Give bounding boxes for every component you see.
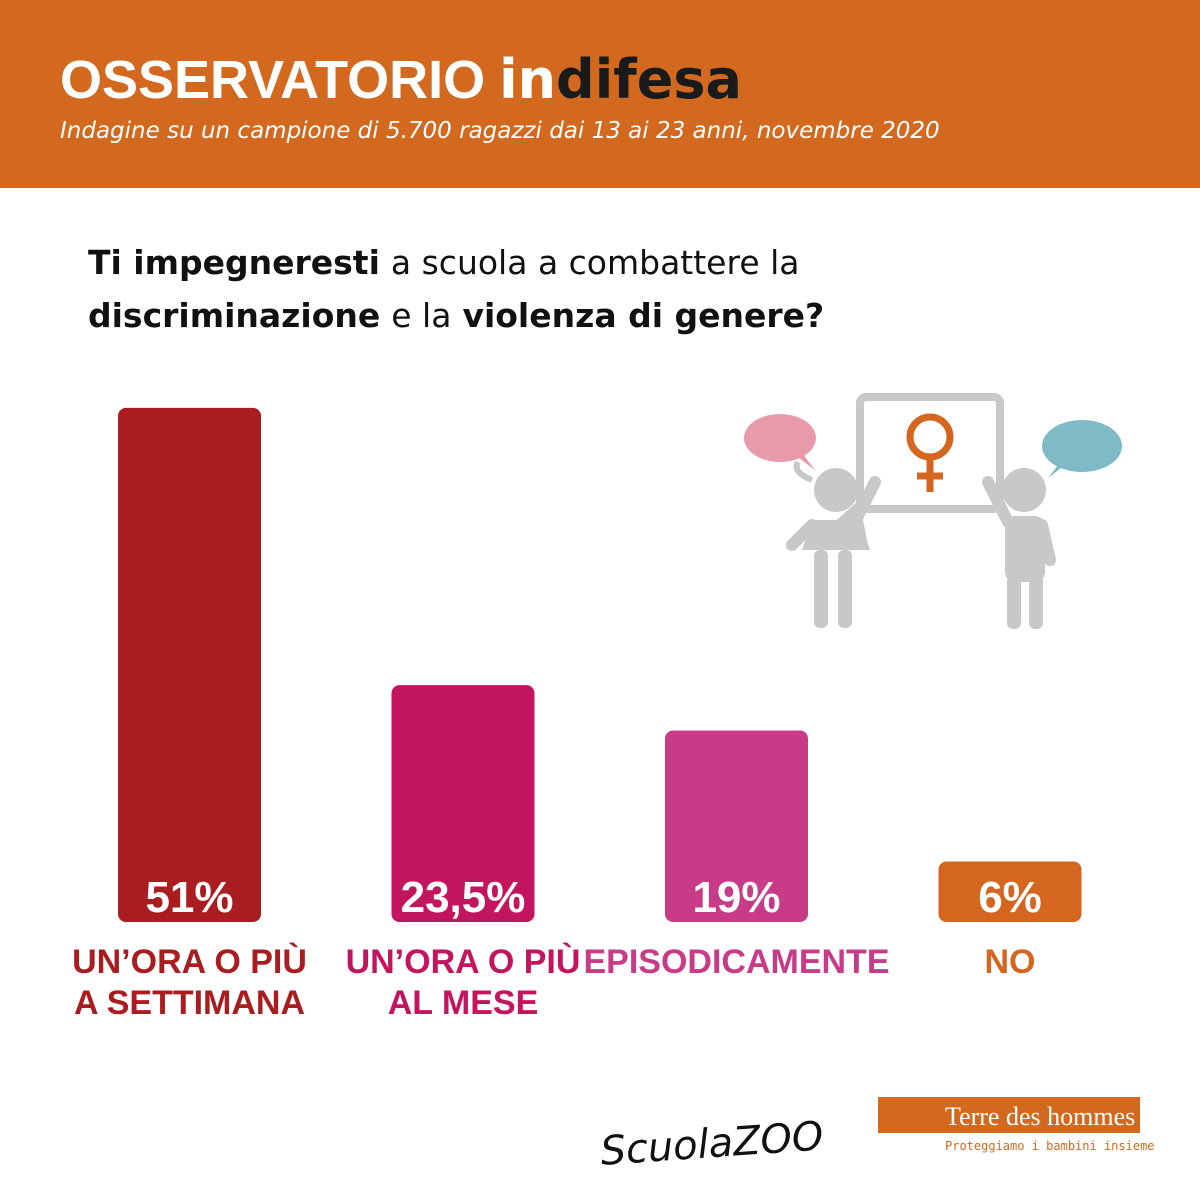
bar [118,407,261,922]
value-label: 23,5% [401,873,526,922]
category-label: UN’ORA O PIÙ [346,943,581,981]
category-label: NO [985,943,1036,981]
value-label: 51% [145,873,233,922]
title-part: e la [391,296,451,335]
category-label: A SETTIMANA [74,984,305,1022]
brand-part: in [499,48,556,111]
value-label: 6% [978,873,1042,922]
scuolazoo-logo: ScuolaZOO [599,1113,825,1174]
partner-tagline: Proteggiamo i bambini insieme [945,1139,1155,1153]
title-part: violenza di genere? [462,296,824,335]
chart-title: Ti impegneresti a scuola a combattere la [88,243,800,282]
bar [665,730,808,922]
header-band [0,0,1200,188]
chart-title: discriminazione e la violenza di genere? [88,296,824,335]
category-label: AL MESE [388,984,539,1022]
title-part: a scuola a combattere la [391,243,800,282]
header-title: OSSERVATORIO indifesa [60,48,742,111]
partner-name: Terre des hommes [945,1102,1135,1131]
title-part: Ti impegneresti [88,243,380,282]
illustration [744,393,1122,629]
category-label: UN’ORA O PIÙ [72,943,307,981]
bar [938,861,1082,922]
bar [391,685,535,922]
partner-name: ScuolaZOO [599,1113,825,1174]
header-subtitle: Indagine su un campione di 5.700 ragazzi… [60,118,940,144]
brand-part: difesa [556,48,742,111]
tdh-band [878,1097,1140,1133]
title-part: discriminazione [88,296,380,335]
category-label: EPISODICAMENTE [583,943,889,981]
header-word: OSSERVATORIO [60,50,485,110]
value-label: 19% [692,873,780,922]
